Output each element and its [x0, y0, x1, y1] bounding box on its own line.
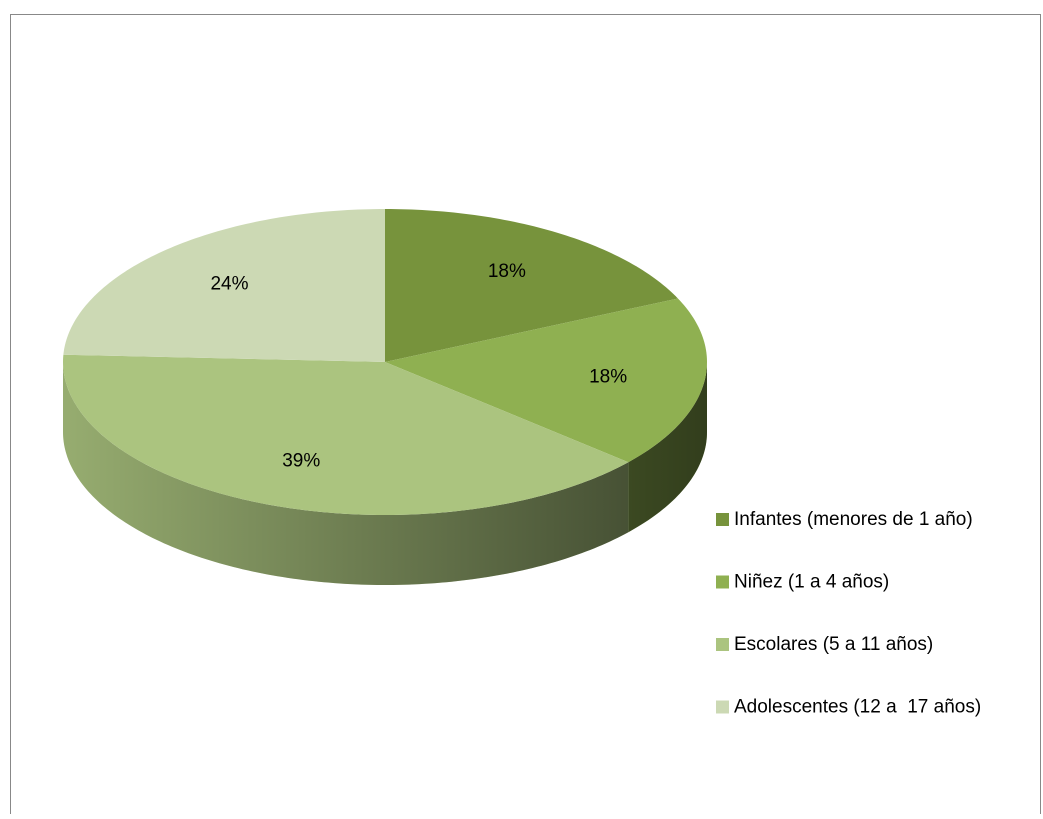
- legend-swatch: [716, 575, 729, 589]
- pie-side-shade: [63, 362, 629, 585]
- legend-label: Infantes (menores de 1 año): [734, 509, 973, 530]
- pie-side-shade: [628, 362, 707, 533]
- data-label: 18%: [488, 261, 526, 282]
- pie-slice: [385, 298, 707, 463]
- legend-label: Niñez (1 a 4 años): [734, 572, 889, 593]
- legend-swatch: [716, 513, 729, 526]
- pie-slice: [63, 209, 385, 362]
- legend-swatch: [716, 700, 729, 714]
- legend-label: Adolescentes (12 a 17 años): [734, 697, 981, 718]
- pie-slice: [385, 209, 678, 362]
- legend-swatch: [716, 638, 729, 651]
- data-label: 18%: [589, 366, 627, 387]
- data-label: 39%: [282, 450, 320, 471]
- data-label: 24%: [210, 274, 248, 295]
- legend-label: Escolares (5 a 11 años): [734, 634, 933, 655]
- pie-slice: [63, 354, 629, 515]
- chart-frame: [10, 14, 1041, 814]
